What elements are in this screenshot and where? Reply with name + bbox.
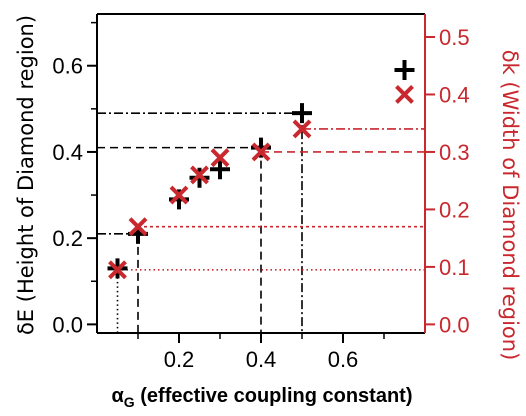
y-tick-label-left: 0.6 <box>52 54 83 79</box>
y-tick-label-right: 0.1 <box>439 255 470 280</box>
data-point-cross <box>128 217 148 237</box>
data-point-cross <box>210 148 230 168</box>
y-tick-label-left: 0.2 <box>52 226 83 251</box>
x-tick-label: 0.6 <box>328 347 359 372</box>
y-tick-label-left: 0.0 <box>52 312 83 337</box>
data-point-cross <box>251 142 271 162</box>
x-axis-label: αG (effective coupling constant) <box>112 385 413 410</box>
data-point-cross <box>108 260 127 280</box>
x-axis-label-text: (effective coupling constant) <box>135 385 413 407</box>
y-tick-label-right: 0.5 <box>439 25 470 50</box>
y-tick-label-right: 0.2 <box>439 197 470 222</box>
data-series <box>107 60 415 280</box>
data-point-cross <box>169 185 189 205</box>
axis-ticks: 0.2 0.4 0.6 0.0 0.2 0.4 0.6 0.0 0.1 0.2 0.3 0.4 0.5 <box>52 21 470 372</box>
x-tick-label: 0.4 <box>246 347 277 372</box>
y-axis-label-right: δk (Width of Diamond region) <box>498 50 522 361</box>
y-tick-label-right: 0.3 <box>439 140 470 165</box>
data-point-cross <box>395 85 414 104</box>
data-point-plus <box>394 60 415 81</box>
x-tick-label: 0.2 <box>164 347 195 372</box>
y-tick-label-left: 0.4 <box>52 140 83 165</box>
data-point-plus <box>189 167 210 188</box>
x-axis-label-symbol: α <box>112 385 125 407</box>
y-axis-label-left: δE (Height of Diamond region) <box>14 15 38 335</box>
y-tick-label-right: 0.0 <box>439 312 470 337</box>
data-point-plus <box>210 159 230 180</box>
data-point-cross <box>190 165 209 185</box>
y-tick-label-right: 0.4 <box>439 82 470 107</box>
data-point-plus <box>292 103 312 124</box>
data-point-cross <box>292 119 312 139</box>
reference-lines <box>97 112 425 333</box>
x-axis-label-subscript: G <box>124 394 135 410</box>
